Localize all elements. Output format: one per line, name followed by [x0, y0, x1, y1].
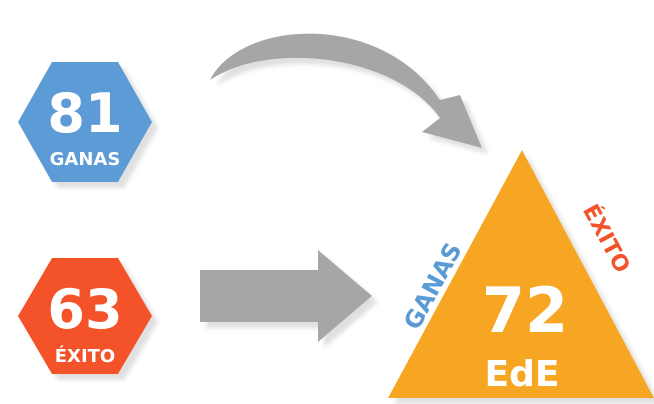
exito-label: ÉXITO	[55, 345, 115, 367]
ede-triangle-shape	[388, 150, 654, 398]
straight-arrow	[200, 250, 372, 342]
exito-hexagon: 63 ÉXITO	[18, 258, 152, 374]
ganas-hexagon: 81 GANAS	[18, 62, 152, 182]
exito-value: 63	[47, 278, 122, 341]
ganas-hexagon-shape	[18, 62, 152, 182]
ede-value: 72	[482, 274, 568, 347]
exito-hexagon-shape	[18, 258, 152, 374]
curved-arrow	[210, 33, 482, 148]
ganas-value: 81	[47, 82, 122, 145]
ede-label: EdE	[485, 354, 560, 395]
ede-side-right-label: ÉXITO	[577, 200, 635, 277]
ganas-label: GANAS	[50, 149, 121, 170]
ede-triangle: 72 EdE GANAS ÉXITO	[388, 150, 654, 398]
